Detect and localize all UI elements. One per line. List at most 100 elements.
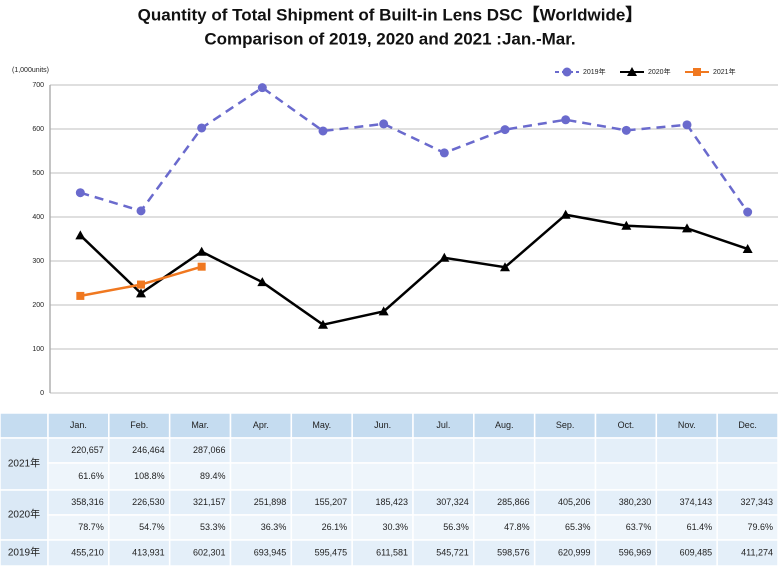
- table-header: Dec.: [738, 420, 757, 430]
- point: [378, 306, 389, 316]
- point: [197, 262, 206, 271]
- value-cell: 307,324: [436, 497, 469, 507]
- point: [621, 125, 631, 135]
- point: [682, 120, 692, 130]
- chart-title: Quantity of Total Shipment of Built-in L…: [138, 4, 643, 24]
- table-header: May.: [312, 420, 331, 430]
- table-cell: [229, 539, 293, 567]
- point: [318, 319, 328, 329]
- ratio-cell: 89.4%: [200, 471, 226, 481]
- y-tick-label: 400: [32, 214, 44, 221]
- y-tick-label: 100: [32, 346, 44, 353]
- table-cell: [594, 412, 658, 439]
- table-cell: [473, 437, 536, 464]
- value-cell: 693,945: [254, 547, 287, 557]
- value-cell: 321,157: [193, 497, 226, 507]
- table-cell: [0, 412, 49, 439]
- table-cell: [716, 489, 779, 516]
- value-cell: 226,530: [132, 497, 165, 507]
- table-cell: [533, 539, 597, 567]
- value-cell: 602,301: [193, 547, 226, 557]
- row-label: 2019年: [8, 546, 40, 559]
- value-cell: 413,931: [132, 547, 165, 557]
- table-cell: [290, 437, 353, 464]
- y-tick-label: 0: [40, 390, 44, 397]
- table-cell: [594, 462, 658, 491]
- chart-subtitle: Comparison of 2019, 2020 and 2021 :Jan.-…: [204, 29, 575, 48]
- point: [627, 67, 637, 76]
- table-cell: [290, 489, 353, 516]
- point: [500, 262, 510, 272]
- ratio-cell: 56.3%: [443, 522, 469, 532]
- table-cell: [229, 489, 293, 516]
- table-cell: [533, 462, 597, 491]
- point: [682, 223, 692, 233]
- ratio-cell: 65.3%: [565, 522, 591, 532]
- table-cell: [47, 539, 110, 567]
- table-cell: [47, 514, 110, 541]
- point: [562, 67, 572, 77]
- table-cell: [716, 539, 779, 567]
- table-cell: [655, 462, 718, 491]
- table-cell: [655, 539, 718, 567]
- table-cell: [229, 462, 293, 491]
- ratio-cell: 78.7%: [78, 522, 104, 532]
- table-cell: [412, 462, 475, 491]
- point: [136, 288, 146, 298]
- point: [560, 209, 571, 219]
- table-cell: [351, 539, 414, 567]
- table-cell: [716, 462, 779, 491]
- value-cell: 155,207: [315, 497, 348, 507]
- series-line: [79, 86, 749, 213]
- table-cell: [533, 412, 597, 439]
- point: [75, 188, 85, 198]
- table-cell: [108, 437, 171, 464]
- table-cell: [594, 437, 658, 464]
- ratio-cell: 26.1%: [322, 522, 348, 532]
- value-cell: 327,343: [740, 497, 773, 507]
- table-cell: [412, 489, 475, 516]
- table-header: Jan.: [70, 420, 87, 430]
- point: [257, 277, 268, 287]
- legend-label: 2019年: [583, 67, 606, 76]
- ratio-cell: 63.7%: [626, 522, 652, 532]
- y-tick-label: 600: [32, 126, 44, 133]
- table-cell: [47, 412, 110, 439]
- value-cell: 545,721: [436, 547, 469, 557]
- point: [379, 119, 389, 129]
- point: [196, 246, 207, 256]
- series-line: [79, 213, 749, 327]
- table-cell: [168, 489, 232, 516]
- ratio-cell: 108.8%: [134, 471, 165, 481]
- point: [500, 125, 510, 135]
- point: [137, 280, 145, 289]
- value-cell: 411,274: [741, 547, 773, 557]
- table-cell: [290, 462, 353, 491]
- table-header: Jul.: [436, 420, 450, 430]
- value-cell: 595,475: [315, 547, 348, 557]
- ratio-cell: 47.8%: [504, 522, 530, 532]
- table-cell: [716, 412, 779, 439]
- row-label: 2020年: [8, 508, 40, 521]
- table-header: Feb.: [130, 420, 148, 430]
- row-label: 2021年: [8, 457, 40, 470]
- point: [257, 83, 267, 93]
- ratio-cell: 79.6%: [747, 522, 773, 532]
- value-cell: 185,423: [375, 497, 408, 507]
- table-cell: [473, 412, 536, 439]
- point: [439, 148, 449, 158]
- ratio-cell: 54.7%: [139, 522, 165, 532]
- y-tick-label: 200: [32, 302, 44, 309]
- value-cell: 251,898: [254, 497, 287, 507]
- table-cell: [351, 412, 414, 439]
- point: [75, 230, 86, 240]
- value-cell: 455,210: [71, 547, 104, 557]
- table-cell: [0, 539, 49, 567]
- table-cell: [229, 412, 293, 439]
- table-cell: [229, 437, 293, 464]
- point: [136, 206, 146, 216]
- point: [742, 243, 753, 253]
- value-cell: 620,999: [558, 547, 591, 557]
- value-cell: 596,969: [619, 547, 652, 557]
- table-header: Jun.: [374, 420, 391, 430]
